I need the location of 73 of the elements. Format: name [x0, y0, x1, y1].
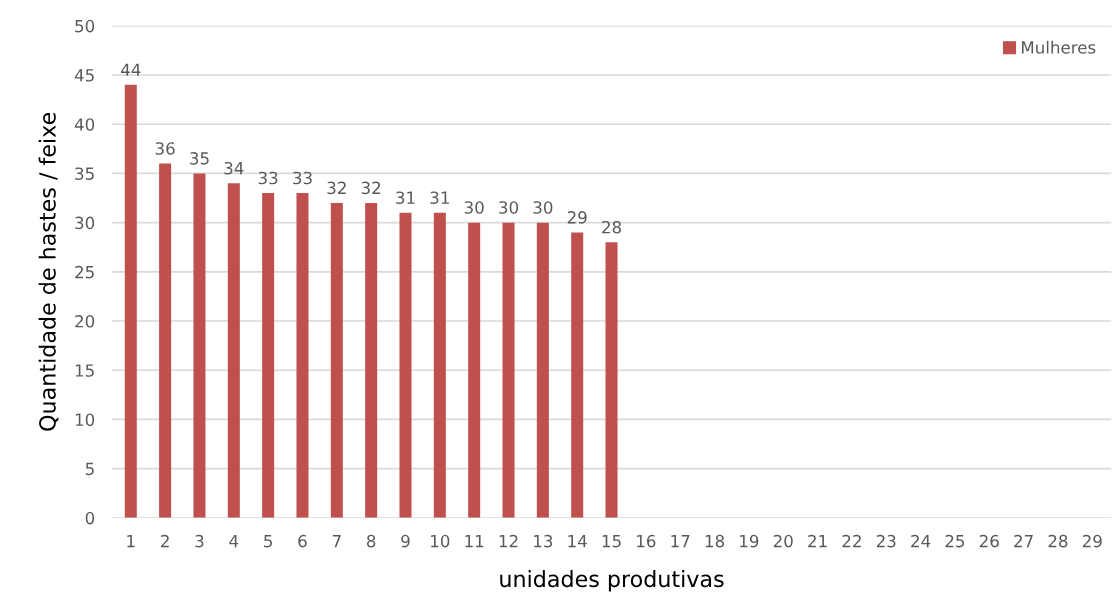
bar	[365, 202, 378, 518]
bar	[330, 202, 343, 518]
x-tick-label: 19	[740, 534, 759, 548]
data-label: 30	[499, 201, 519, 214]
bar	[536, 222, 549, 518]
data-label: 36	[155, 142, 175, 155]
data-label: 32	[361, 181, 381, 195]
bar	[124, 84, 137, 518]
x-tick-label: 27	[1014, 534, 1033, 548]
legend-label: Mulheres	[1022, 40, 1096, 54]
x-tick-label: 12	[499, 534, 518, 548]
y-tick-label: 30	[75, 216, 95, 230]
data-label: 33	[293, 171, 312, 185]
x-tick-label: 22	[842, 534, 861, 548]
x-axis-title: unidades produtivas	[500, 570, 724, 592]
y-tick-label: 10	[75, 413, 95, 426]
x-tick-label: 7	[332, 535, 341, 548]
y-tick-label: 25	[75, 265, 94, 279]
bar	[193, 173, 206, 518]
bar	[399, 212, 412, 518]
x-tick-label: 9	[401, 534, 410, 548]
x-tick-label: 3	[195, 534, 204, 548]
y-tick-label: 20	[75, 314, 95, 328]
data-label: 44	[121, 63, 141, 76]
x-tick-label: 18	[705, 534, 725, 548]
y-tick-label: 5	[85, 462, 94, 476]
x-tick-label: 10	[431, 534, 450, 548]
bar	[605, 242, 618, 518]
data-label: 32	[327, 181, 346, 195]
x-tick-label: 1	[127, 535, 135, 548]
x-tick-label: 8	[366, 534, 376, 548]
bar	[571, 232, 584, 518]
x-tick-label: 14	[568, 535, 587, 548]
bar	[502, 222, 515, 518]
x-tick-label: 13	[534, 534, 553, 548]
x-tick-label: 4	[229, 535, 239, 548]
y-tick-label: 45	[74, 69, 94, 82]
bar	[227, 183, 240, 518]
x-tick-label: 17	[671, 535, 690, 548]
x-tick-label: 23	[876, 534, 896, 548]
bar	[296, 193, 309, 518]
data-label: 30	[533, 201, 553, 214]
y-tick-label: 15	[75, 364, 94, 377]
x-tick-label: 29	[1082, 534, 1102, 548]
x-tick-label: 11	[465, 535, 484, 548]
x-tick-label: 28	[1048, 534, 1068, 548]
bar	[262, 193, 275, 518]
x-tick-label: 25	[945, 534, 965, 548]
x-tick-label: 24	[911, 534, 931, 548]
x-tick-label: 26	[979, 534, 999, 548]
x-tick-label: 6	[298, 534, 307, 548]
data-label: 29	[567, 211, 587, 224]
y-tick-label: 35	[75, 167, 94, 180]
data-label: 30	[464, 201, 484, 214]
x-tick-label: 21	[808, 534, 827, 548]
x-tick-label: 15	[602, 535, 621, 548]
bar	[468, 222, 481, 518]
bar	[159, 163, 172, 518]
data-label: 34	[224, 161, 244, 175]
data-label: 28	[602, 220, 621, 234]
data-label: 31	[396, 191, 415, 205]
x-tick-label: 16	[637, 534, 656, 548]
y-axis-title: Quantidade de hastes / feixe	[38, 112, 59, 431]
bar	[433, 212, 446, 518]
x-tick-label: 20	[773, 534, 793, 548]
data-label: 35	[190, 152, 209, 165]
y-tick-label: 0	[85, 511, 95, 525]
x-tick-label: 2	[161, 534, 169, 548]
data-label: 31	[430, 191, 449, 205]
y-tick-label: 40	[74, 118, 95, 131]
data-label: 33	[258, 171, 278, 185]
y-tick-label: 50	[75, 19, 95, 33]
x-tick-label: 5	[264, 535, 272, 548]
